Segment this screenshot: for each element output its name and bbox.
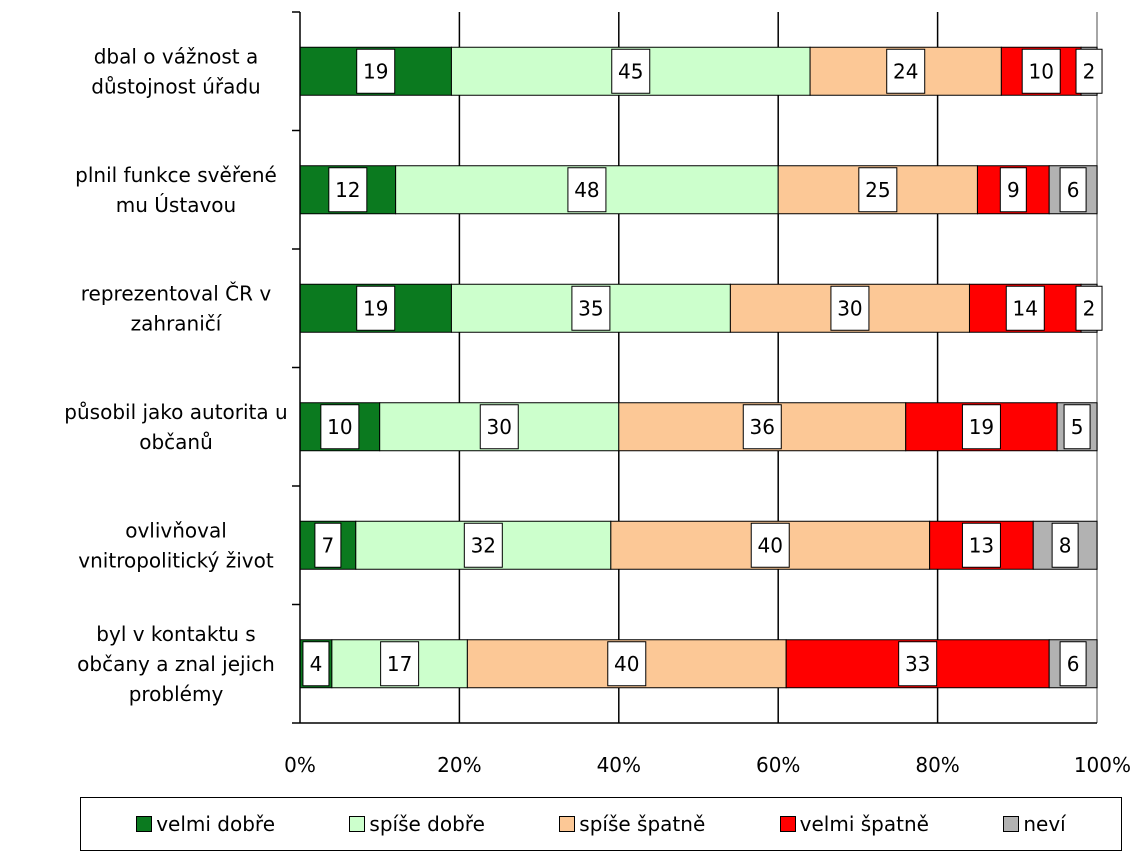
category-label: reprezentoval ČR v zahraničí [81, 281, 272, 335]
legend-label: spíše dobře [369, 812, 485, 836]
x-tick-label: 20% [437, 753, 481, 777]
data-label-box [898, 641, 938, 687]
data-label: 7 [322, 533, 335, 557]
legend: velmi dobře spíše dobře spíše špatně velmi … [80, 797, 1122, 851]
data-label: 9 [1007, 178, 1020, 202]
data-label: 40 [758, 533, 783, 557]
x-tick-label: 80% [915, 753, 959, 777]
data-label: 45 [618, 59, 643, 83]
legend-swatch [349, 816, 366, 832]
data-label: 12 [335, 178, 360, 202]
x-tick-label: 100% [1074, 753, 1131, 777]
data-label-box [999, 167, 1027, 213]
data-label: 13 [969, 533, 994, 557]
data-label-box [1075, 285, 1103, 331]
legend-item: spíše dobře [349, 812, 485, 836]
category-label: ovlivňoval vnitropolitický život [78, 518, 274, 572]
data-label-box [830, 285, 870, 331]
legend-swatch [559, 816, 576, 832]
legend-label: velmi špatně [799, 812, 929, 836]
data-label: 17 [387, 652, 412, 676]
data-label: 10 [1028, 59, 1053, 83]
data-label: 14 [1013, 296, 1038, 320]
legend-label: velmi dobře [156, 812, 276, 836]
data-label: 32 [471, 533, 496, 557]
category-label: dbal o vážnost a důstojnost úřadu [91, 44, 260, 98]
data-label: 40 [614, 652, 639, 676]
data-label: 6 [1067, 178, 1080, 202]
data-label: 35 [578, 296, 603, 320]
data-label-box [463, 522, 503, 568]
data-label: 24 [893, 59, 918, 83]
category-label: působil jako autorita u občanů [64, 400, 287, 454]
data-label: 6 [1067, 652, 1080, 676]
data-label-box [328, 167, 368, 213]
data-label-box [742, 404, 782, 450]
data-label-box [567, 167, 607, 213]
data-label: 2 [1083, 296, 1096, 320]
data-label-box [1005, 285, 1045, 331]
data-label-box [961, 522, 1001, 568]
legend-item: velmi špatně [779, 812, 929, 836]
data-label: 19 [363, 296, 388, 320]
data-label-box [961, 404, 1001, 450]
x-tick-label: 60% [756, 753, 800, 777]
data-label-box [320, 404, 360, 450]
data-label-box [356, 285, 396, 331]
data-label-box [571, 285, 611, 331]
legend-swatch [1003, 816, 1020, 832]
legend-swatch [779, 816, 796, 832]
x-tick-label: 0% [284, 753, 316, 777]
x-tick-label: 40% [597, 753, 641, 777]
data-label: 8 [1059, 533, 1072, 557]
data-label-box [1075, 48, 1103, 94]
data-label-box [886, 48, 926, 94]
data-label: 48 [574, 178, 599, 202]
data-label-box [1059, 641, 1087, 687]
data-label: 33 [905, 652, 930, 676]
legend-item: neví [1003, 812, 1066, 836]
data-label: 19 [969, 415, 994, 439]
data-label: 2 [1083, 59, 1096, 83]
data-label-box [1063, 404, 1091, 450]
data-label-box [611, 48, 651, 94]
data-label: 25 [865, 178, 890, 202]
legend-label: spíše špatně [579, 812, 706, 836]
data-label-box [314, 522, 342, 568]
data-label-box [479, 404, 519, 450]
data-label: 19 [363, 59, 388, 83]
data-label-box [858, 167, 898, 213]
data-label-box [1059, 167, 1087, 213]
category-label: byl v kontaktu s občany a znal jejich prob… [77, 622, 275, 706]
data-label-box [302, 641, 330, 687]
legend-item: spíše špatně [559, 812, 705, 836]
data-label-box [356, 48, 396, 94]
data-label: 30 [837, 296, 862, 320]
data-label-box [1051, 522, 1079, 568]
data-label-box [750, 522, 790, 568]
data-label-box [380, 641, 420, 687]
data-label-box [1021, 48, 1061, 94]
category-label: plnil funkce svěřené mu Ústavou [75, 163, 277, 217]
data-label: 10 [327, 415, 352, 439]
legend-label: neví [1023, 812, 1066, 836]
data-label: 36 [750, 415, 775, 439]
data-label: 5 [1071, 415, 1084, 439]
data-label: 30 [487, 415, 512, 439]
data-label: 4 [310, 652, 323, 676]
legend-item: velmi dobře [136, 812, 275, 836]
data-label-box [607, 641, 647, 687]
legend-swatch [136, 816, 153, 832]
